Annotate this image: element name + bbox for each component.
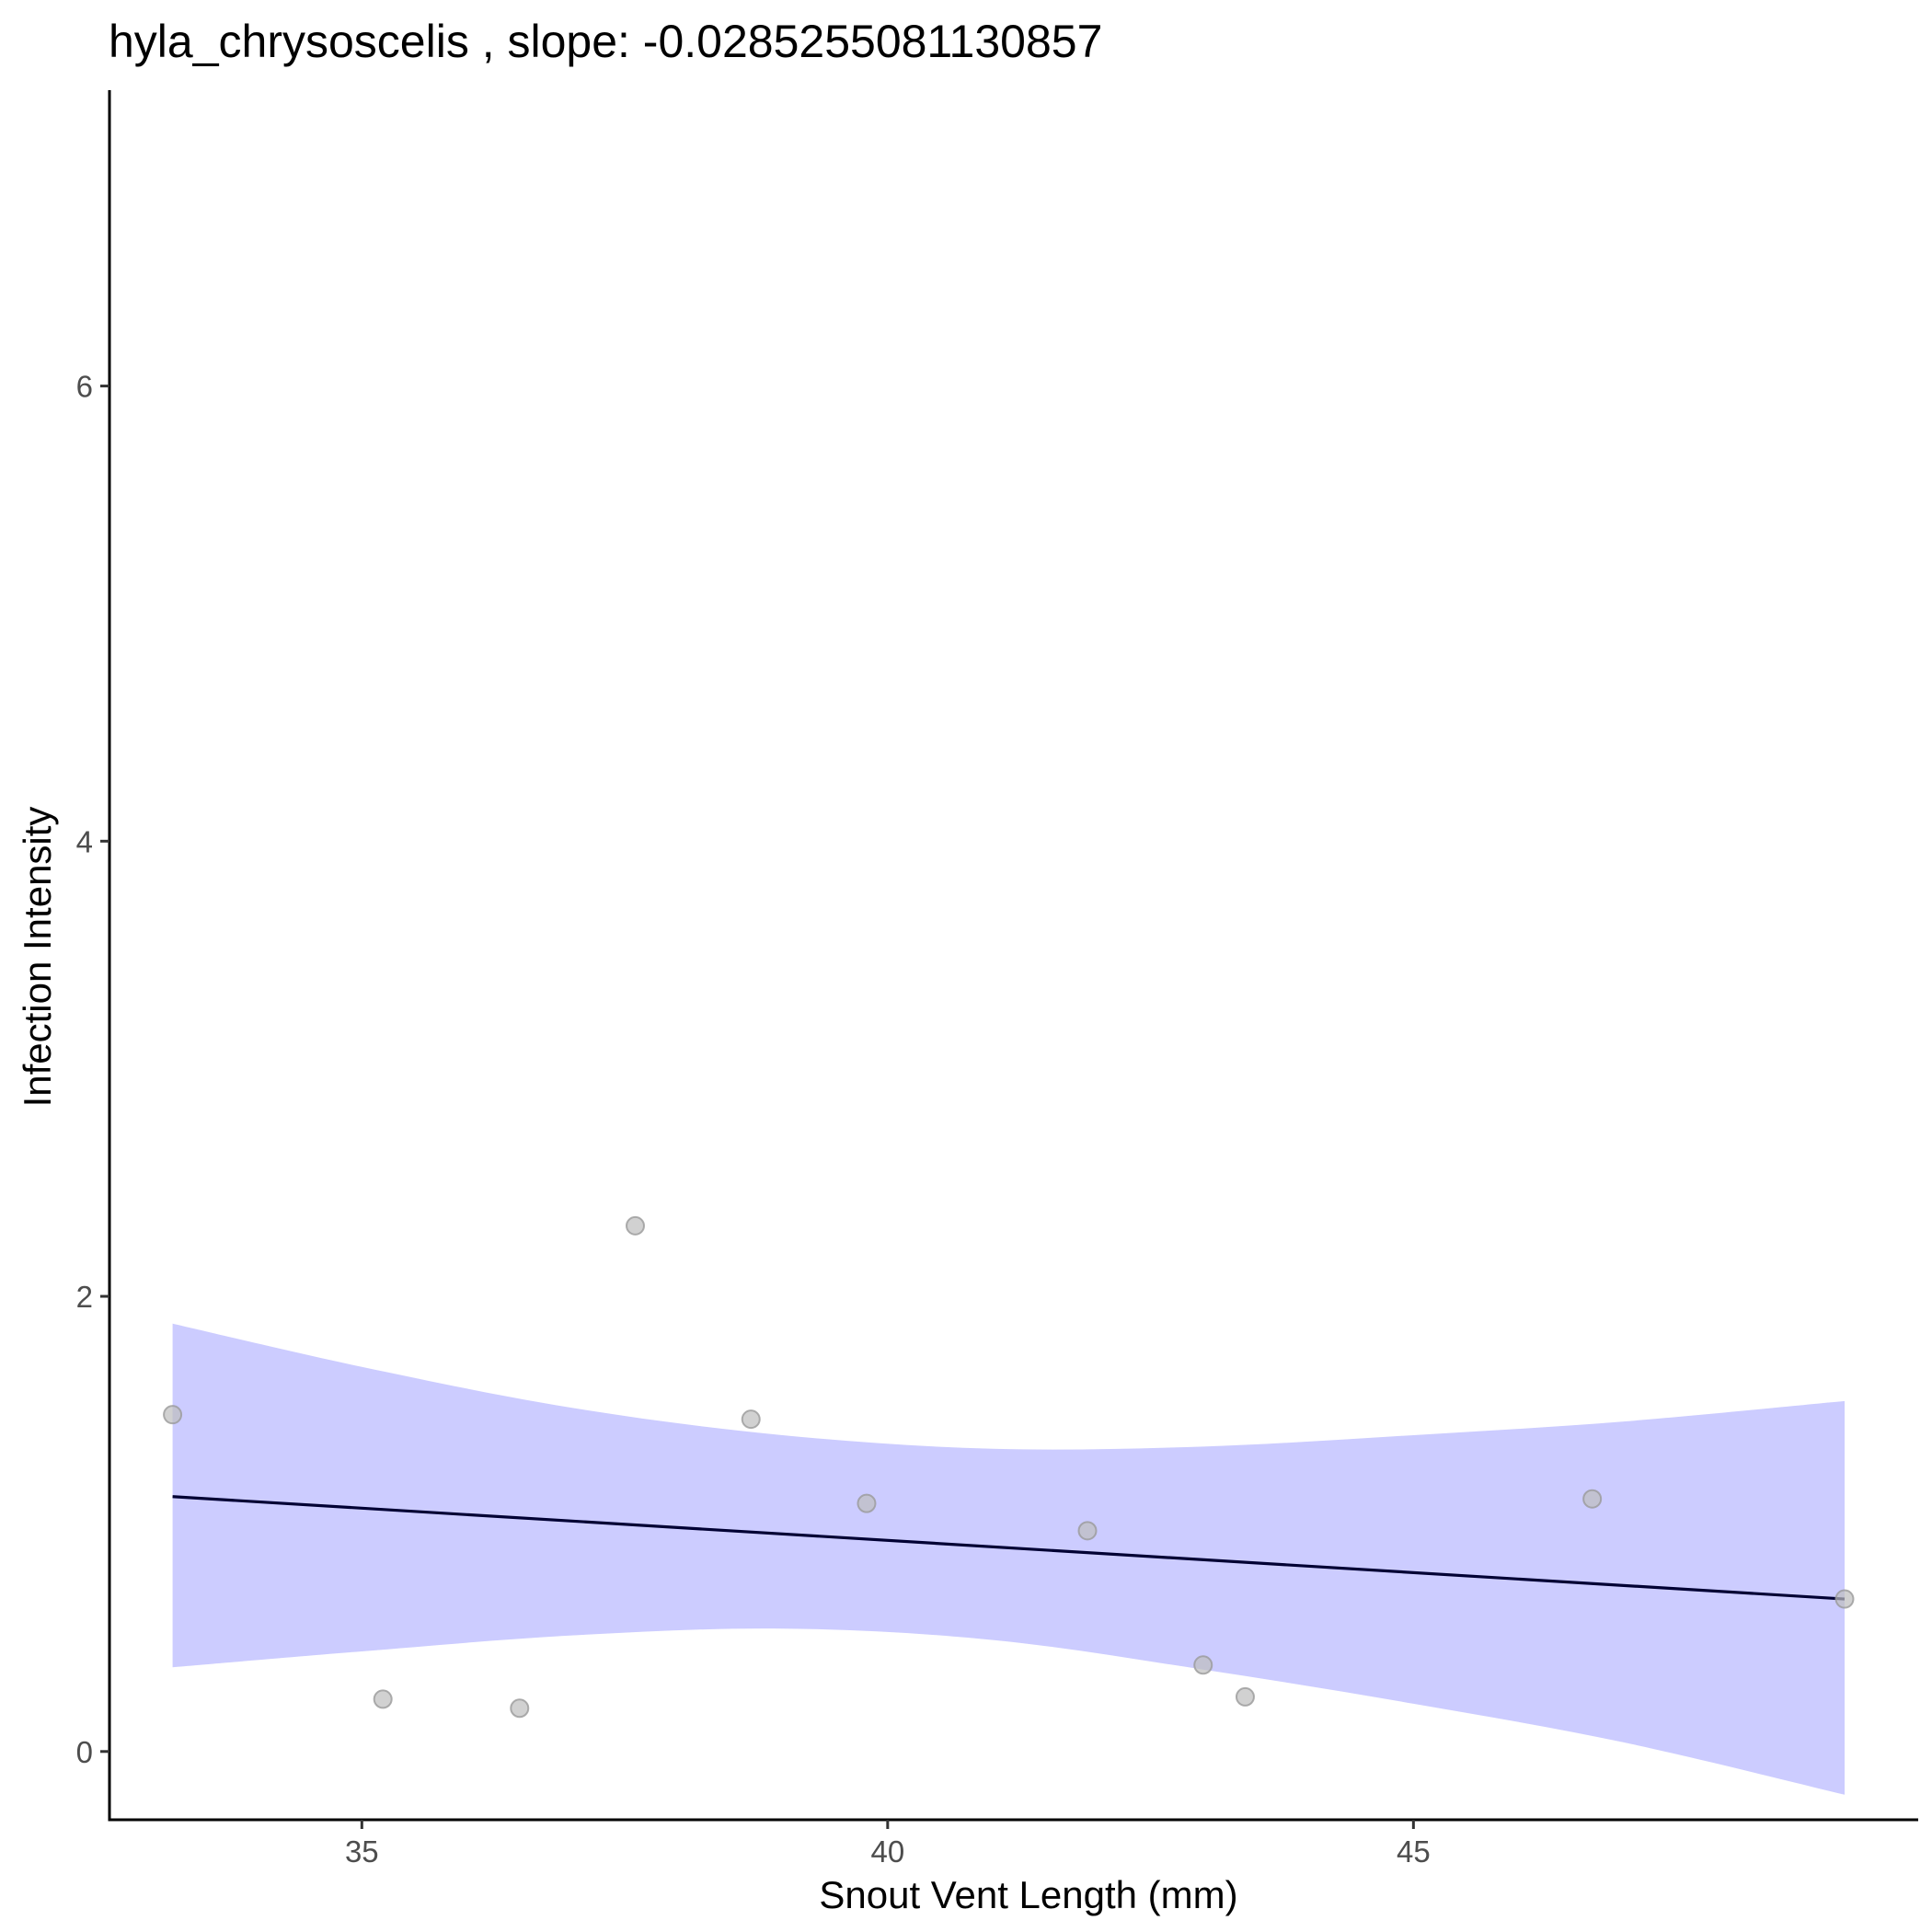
x-tick-label: 40 [870, 1834, 904, 1869]
x-tick-label: 45 [1397, 1834, 1431, 1869]
data-point [1834, 1589, 1855, 1609]
data-point [741, 1409, 761, 1430]
y-tick-label: 4 [76, 824, 93, 858]
x-tick-label: 35 [345, 1834, 379, 1869]
confidence-band-layer [172, 1323, 1845, 1795]
data-point [857, 1493, 877, 1513]
y-axis-title: Infection Intensity [16, 807, 59, 1108]
data-point [163, 1405, 183, 1425]
y-tick-label: 6 [76, 370, 93, 404]
y-tick-label: 0 [76, 1735, 93, 1769]
points-layer [163, 1215, 1855, 1719]
y-tick-label: 2 [76, 1280, 93, 1314]
x-axis-title: Snout Vent Length (mm) [819, 1873, 1237, 1916]
data-point [1235, 1686, 1255, 1707]
data-point [373, 1689, 393, 1709]
regression-line [172, 1495, 1846, 1601]
data-point [626, 1215, 646, 1236]
fit-line-layer [172, 1495, 1846, 1601]
data-point [1193, 1655, 1213, 1675]
data-point [1077, 1521, 1098, 1541]
chart-title: hyla_chrysoscelis , slope: -0.0285255081… [109, 16, 1102, 67]
confidence-band [172, 1323, 1845, 1795]
data-point [510, 1698, 530, 1719]
data-point [1582, 1489, 1603, 1509]
axes-layer: 35 40 45 0 2 4 6 [76, 90, 1918, 1869]
